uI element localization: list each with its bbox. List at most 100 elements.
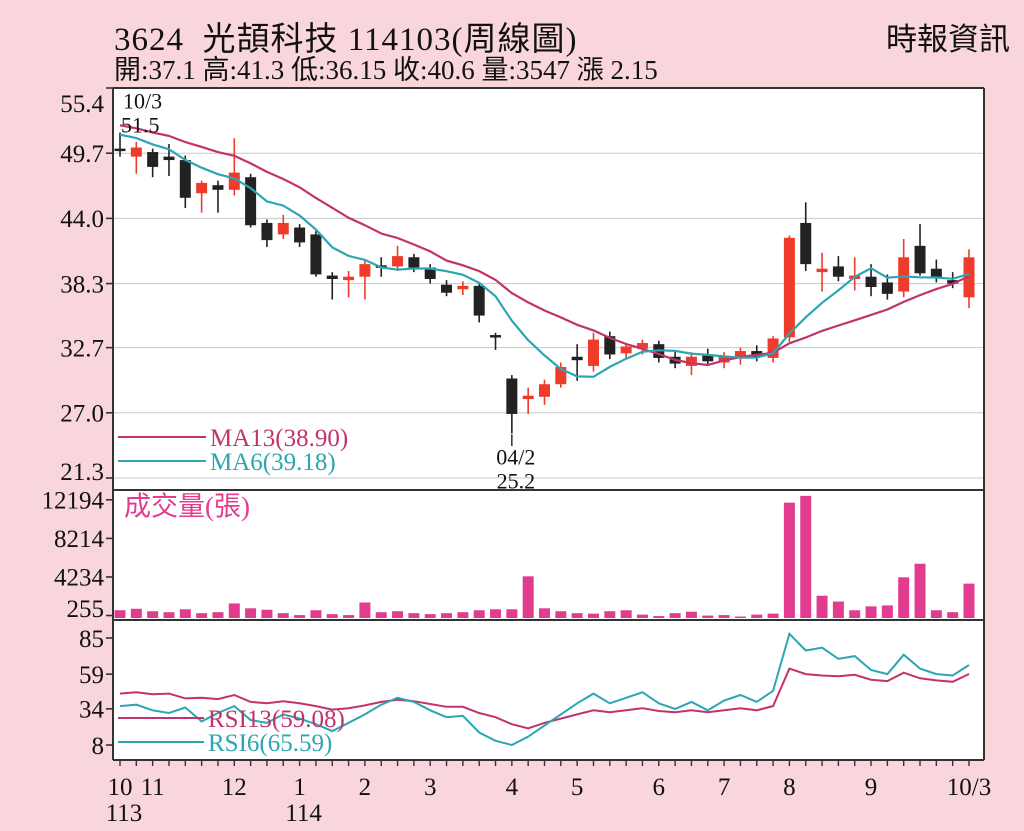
svg-text:44.0: 44.0 xyxy=(60,206,104,233)
candle-body xyxy=(587,339,599,366)
svg-text:49.7: 49.7 xyxy=(60,141,104,168)
chart-panes xyxy=(113,88,984,760)
candle-body xyxy=(424,267,436,279)
candle-body xyxy=(490,335,502,338)
volume-bar xyxy=(930,610,942,618)
volume-bar xyxy=(849,610,861,618)
rsi-axis-labels: 85 59 34 8 xyxy=(79,626,113,760)
svg-text:27.0: 27.0 xyxy=(60,401,104,428)
volume-bar xyxy=(963,583,975,618)
ma-legend: MA13(38.90)MA6(39.18) xyxy=(118,425,348,476)
month-label: 12 xyxy=(222,774,247,801)
candle-body xyxy=(228,172,240,190)
candle-body xyxy=(441,284,453,293)
rsi6-line xyxy=(119,631,970,747)
month-label: 10 xyxy=(108,774,133,801)
price-axis-labels: 55.4 49.7 44.0 38.3 32.7 27.0 21.3 xyxy=(60,87,113,486)
candle-body xyxy=(636,343,648,349)
volume-bar xyxy=(816,595,828,618)
volume-bar xyxy=(571,613,583,618)
candle-body xyxy=(212,185,224,190)
ohlc-summary: 開:37.1 高:41.3 低:36.15 收:40.6 量:3547 漲 2.… xyxy=(114,55,658,85)
volume-bar xyxy=(359,602,371,618)
candle-body xyxy=(881,282,893,294)
volume-bar xyxy=(751,614,763,618)
svg-text:RSI13(59.08): RSI13(59.08) xyxy=(208,706,345,733)
candle-body xyxy=(473,285,485,316)
volume-bar xyxy=(130,608,142,618)
volume-bar xyxy=(310,610,322,618)
svg-text:38.3: 38.3 xyxy=(60,271,104,298)
candle-body xyxy=(702,355,714,362)
month-label: 7 xyxy=(718,774,731,801)
candle-body xyxy=(555,367,567,385)
svg-text:10/3: 10/3 xyxy=(123,89,162,114)
volume-bars xyxy=(114,495,975,618)
candle-body xyxy=(359,264,371,277)
svg-text:255: 255 xyxy=(67,596,105,623)
volume-bar xyxy=(800,495,812,618)
volume-bar xyxy=(326,614,338,618)
candle-body xyxy=(408,257,420,268)
candle-body xyxy=(865,276,877,288)
month-label: 2 xyxy=(359,774,372,801)
volume-bar xyxy=(669,613,681,618)
candle-body xyxy=(539,384,551,397)
svg-text:32.7: 32.7 xyxy=(60,335,104,362)
month-label: 5 xyxy=(571,774,584,801)
rsi13-line xyxy=(119,667,970,730)
ma6-line xyxy=(119,133,970,378)
year-label: 114 xyxy=(285,800,322,827)
year-label: 113 xyxy=(106,800,143,827)
volume-bar xyxy=(294,615,306,618)
volume-bar xyxy=(212,612,224,618)
volume-bar xyxy=(636,614,648,618)
volume-bar xyxy=(832,601,844,618)
candle-body xyxy=(277,222,289,235)
candle-body xyxy=(522,395,534,400)
candle-body xyxy=(816,268,828,273)
candle-body xyxy=(343,276,355,281)
candle-body xyxy=(163,156,175,161)
month-label: 3 xyxy=(424,774,437,801)
volume-bar xyxy=(865,606,877,618)
volume-bar xyxy=(245,608,257,618)
volume-bar xyxy=(914,563,926,618)
volume-bar xyxy=(718,615,730,618)
svg-text:25.2: 25.2 xyxy=(497,469,536,494)
volume-bar xyxy=(898,577,910,618)
annotations: 10/351.5 04/225.2 xyxy=(121,89,535,494)
svg-text:成交量(張): 成交量(張) xyxy=(124,491,250,521)
volume-bar xyxy=(424,614,436,618)
volume-bar xyxy=(947,612,959,618)
candle-body xyxy=(261,222,273,241)
volume-bar xyxy=(702,615,714,618)
svg-text:12194: 12194 xyxy=(42,488,105,515)
candle-body xyxy=(571,356,583,361)
candle-body xyxy=(457,285,469,290)
volume-bar xyxy=(343,615,355,618)
candle-body xyxy=(783,237,795,338)
candle-body xyxy=(800,222,812,265)
svg-text:59: 59 xyxy=(79,662,104,689)
volume-bar xyxy=(277,613,289,618)
month-label: 6 xyxy=(653,774,666,801)
volume-bar xyxy=(881,605,893,618)
svg-text:85: 85 xyxy=(79,626,104,653)
svg-text:21.3: 21.3 xyxy=(60,459,104,486)
volume-bar xyxy=(261,609,273,618)
volume-bar xyxy=(408,613,420,618)
volume-bar xyxy=(441,613,453,618)
volume-title: 成交量(張) xyxy=(124,491,250,521)
candle-body xyxy=(832,266,844,277)
svg-text:4234: 4234 xyxy=(54,565,105,592)
candle-body xyxy=(734,351,746,358)
svg-text:8214: 8214 xyxy=(54,526,105,553)
volume-bar xyxy=(604,611,616,618)
volume-bar xyxy=(147,611,159,618)
volume-bar xyxy=(392,611,404,618)
candle-body xyxy=(294,227,306,243)
